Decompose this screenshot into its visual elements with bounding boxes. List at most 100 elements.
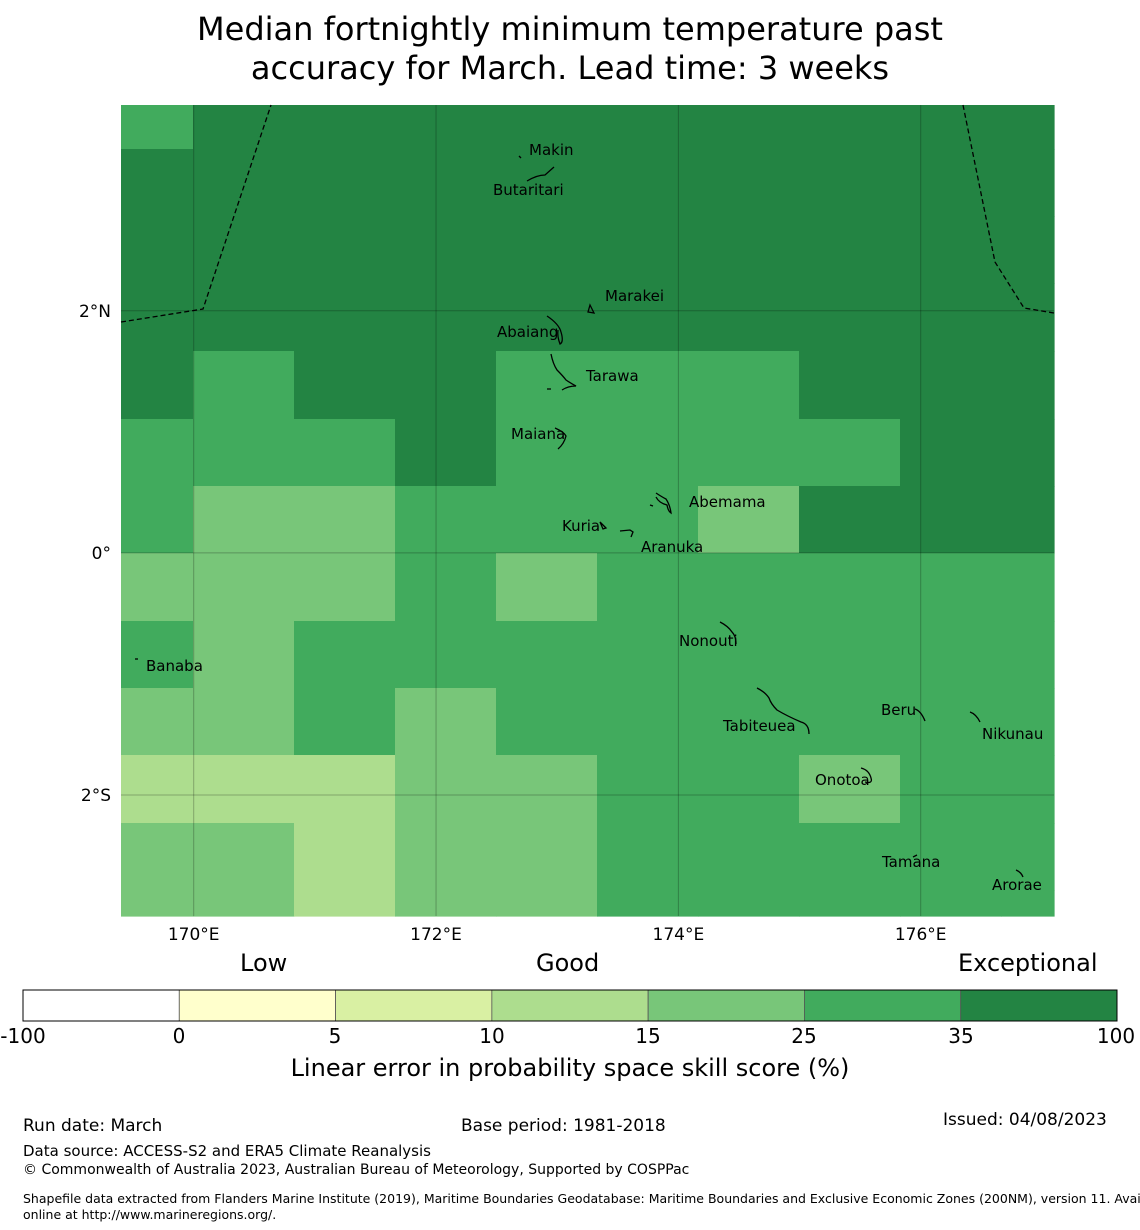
skill-cell [121, 149, 194, 217]
island-label: Tabiteuea [722, 717, 796, 735]
shapefile-credit-line-2: online at http://www.marineregions.org/. [23, 1207, 277, 1222]
skill-cell [121, 105, 194, 150]
skill-cell [1001, 419, 1055, 487]
skill-cell [900, 149, 1002, 217]
skill-cell [597, 823, 699, 891]
island-label: Onotoa [815, 771, 870, 789]
island-outline [860, 767, 873, 784]
title-line-2: accuracy for March. Lead time: 3 weeks [250, 49, 890, 87]
skill-cell [1001, 149, 1055, 217]
colorbar-segment [335, 989, 493, 1022]
skill-cell [395, 890, 497, 917]
skill-cell [395, 283, 497, 352]
skill-cell [121, 621, 194, 689]
skill-cell [395, 149, 497, 217]
skill-cell [698, 890, 800, 917]
skill-cell [799, 419, 901, 487]
skill-cell [121, 755, 194, 824]
skill-cell [597, 688, 699, 756]
skill-cell [496, 553, 598, 622]
skill-cell [597, 149, 699, 217]
skill-cell [900, 351, 1002, 420]
island-outline [649, 492, 672, 515]
island-outline [526, 166, 555, 182]
skill-cell [193, 621, 295, 689]
skill-cell [597, 419, 699, 487]
skill-cell [799, 216, 901, 284]
skill-cell [395, 351, 497, 420]
skill-cell [294, 351, 396, 420]
skill-cell [698, 553, 800, 622]
skill-cell [1001, 283, 1055, 352]
skill-cell [193, 216, 295, 284]
skill-cell [698, 351, 800, 420]
skill-cell [294, 283, 396, 352]
island-outline [547, 353, 577, 391]
skill-cell [900, 688, 1002, 756]
skill-cell [1001, 621, 1055, 689]
skill-cell [121, 419, 194, 487]
island-label: Aranuka [641, 538, 703, 556]
skill-cell [1001, 486, 1055, 554]
skill-cell [395, 105, 497, 150]
island-label: Marakei [605, 287, 664, 305]
skill-cell [121, 283, 194, 352]
island-label: Abaiang [497, 323, 558, 341]
colorbar [22, 989, 1118, 1022]
skill-cell [496, 688, 598, 756]
x-tick-label: 176°E [895, 925, 947, 945]
skill-cell [698, 755, 800, 824]
eez-boundary-east [962, 104, 1055, 314]
skill-cell [294, 890, 396, 917]
island-outline [1015, 869, 1024, 878]
skill-cell [698, 216, 800, 284]
skill-cell [799, 688, 901, 756]
island-label: Tamana [881, 853, 940, 871]
skill-cell [1001, 823, 1055, 891]
island-outline [756, 687, 810, 735]
skill-cell [496, 755, 598, 824]
island-outline [587, 303, 596, 314]
run-date: Run date: March [23, 1116, 163, 1136]
skill-cell [900, 553, 1002, 622]
skill-cell [121, 553, 194, 622]
skill-cell [698, 105, 800, 150]
island-outline [554, 427, 567, 450]
skill-cell [799, 823, 901, 891]
y-tick-label: 2°N [79, 302, 111, 322]
skill-cell [799, 621, 901, 689]
skill-cell [193, 890, 295, 917]
shapefile-credit-line-1: Shapefile data extracted from Flanders M… [23, 1191, 1140, 1206]
skill-cell [193, 419, 295, 487]
title-line-1: Median fortnightly minimum temperature p… [197, 10, 943, 48]
island-outline [619, 529, 634, 538]
skill-cell [900, 755, 1002, 824]
skill-cell [496, 105, 598, 150]
skill-cell [1001, 351, 1055, 420]
colorbar-label: Linear error in probability space skill … [290, 1054, 850, 1082]
island-label: Banaba [146, 657, 203, 675]
skill-cell [900, 823, 1002, 891]
skill-cell [900, 216, 1002, 284]
skill-cell [496, 283, 598, 352]
colorbar-tick: 35 [948, 1024, 974, 1048]
skill-cell [294, 823, 396, 891]
skill-cell [597, 283, 699, 352]
skill-cell [395, 553, 497, 622]
skill-cell [900, 419, 1002, 487]
y-tick-label: 2°S [81, 786, 111, 806]
skill-cell [1001, 755, 1055, 824]
colorbar-segment [22, 989, 180, 1022]
skill-cell [698, 419, 800, 487]
skill-cell [1001, 688, 1055, 756]
skill-cell [395, 216, 497, 284]
skill-cell [900, 621, 1002, 689]
skill-cell [900, 105, 1002, 150]
island-label: Abemama [689, 493, 766, 511]
colorbar-tick: 10 [479, 1024, 505, 1048]
skill-cell [698, 149, 800, 217]
colorbar-tick: -100 [0, 1024, 46, 1048]
y-tick-label: 0° [92, 544, 111, 564]
skill-cell [395, 621, 497, 689]
skill-cell [597, 890, 699, 917]
